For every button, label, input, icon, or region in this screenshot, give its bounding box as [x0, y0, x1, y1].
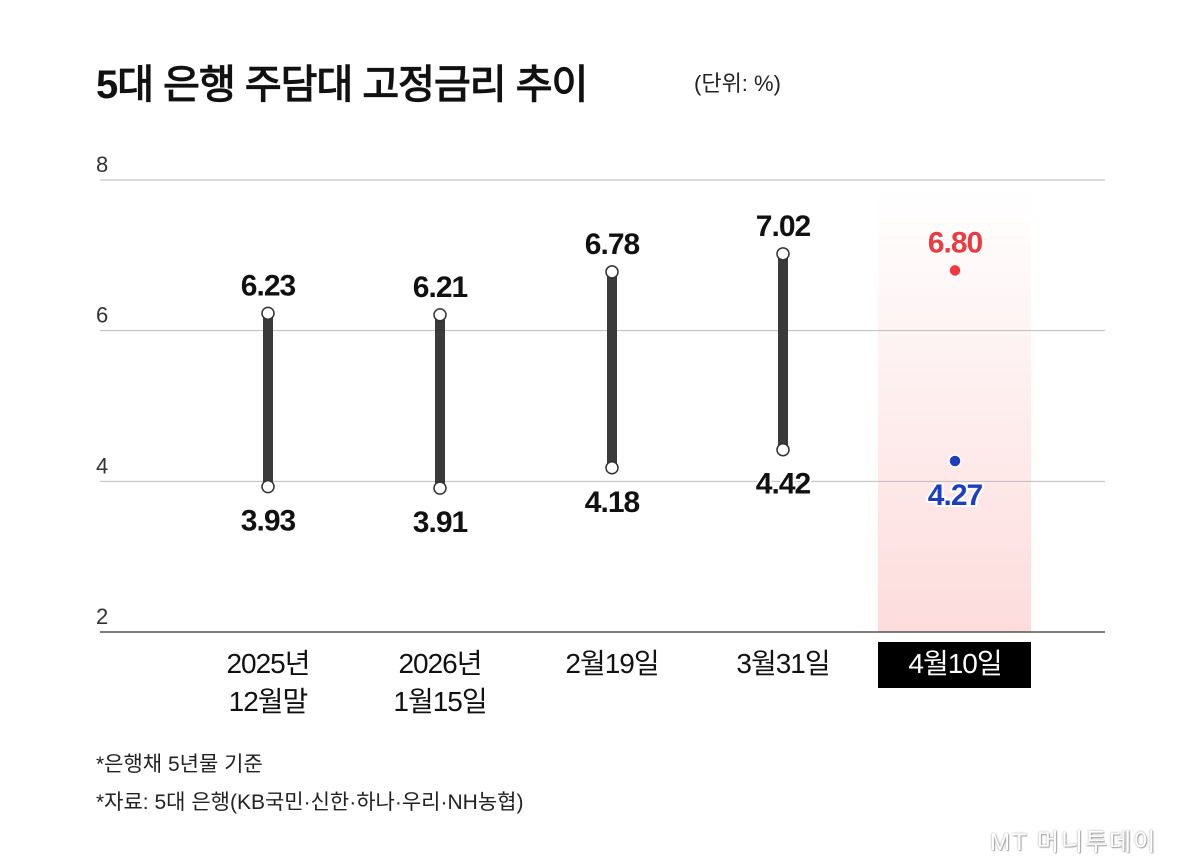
highlight-label-box	[878, 642, 1031, 688]
x-tick-label: 2025년	[226, 648, 309, 679]
low-data-label: 3.93	[241, 505, 296, 538]
footnote-basis: *은행채 5년물 기준	[96, 753, 263, 776]
y-tick-label: 6	[96, 303, 108, 328]
x-tick-label: 2월19일	[565, 648, 658, 679]
high-data-label: 7.02	[756, 210, 811, 243]
low-point	[605, 461, 619, 475]
x-tick-label: 1월15일	[393, 686, 486, 717]
high-point	[948, 263, 962, 278]
x-tick-label: 4월10일	[908, 648, 1001, 679]
x-tick-label: 3월31일	[736, 648, 829, 679]
y-tick-label: 4	[96, 453, 108, 478]
chart-title: 5대 은행 주담대 고정금리 추이	[96, 63, 588, 107]
low-data-label: 3.91	[413, 506, 468, 539]
high-data-label: 6.23	[241, 269, 296, 302]
high-point	[433, 308, 447, 322]
low-data-label: 4.42	[756, 468, 811, 501]
low-point	[776, 442, 790, 457]
y-tick-label: 8	[96, 152, 108, 177]
low-data-label: 4.27	[928, 479, 983, 512]
y-tick-label: 2	[96, 604, 108, 629]
x-tick-label: 12월말	[229, 686, 308, 717]
low-point	[261, 479, 275, 494]
high-data-label: 6.78	[585, 228, 640, 261]
low-data-label: 4.18	[585, 486, 640, 519]
high-data-label: 6.80	[928, 226, 983, 259]
high-point	[261, 306, 275, 321]
logo: MT 머니투데이	[990, 829, 1158, 856]
high-point	[605, 265, 619, 279]
high-point	[776, 247, 790, 261]
footnote-source: *자료: 5대 은행(KB국민·신한·하나·우리·NH농협)	[96, 791, 524, 814]
high-data-label: 6.21	[413, 271, 468, 304]
x-tick-label: 2026년	[398, 648, 481, 679]
low-point	[433, 481, 447, 495]
unit-label: (단위: %)	[694, 71, 781, 96]
low-point	[948, 454, 962, 468]
